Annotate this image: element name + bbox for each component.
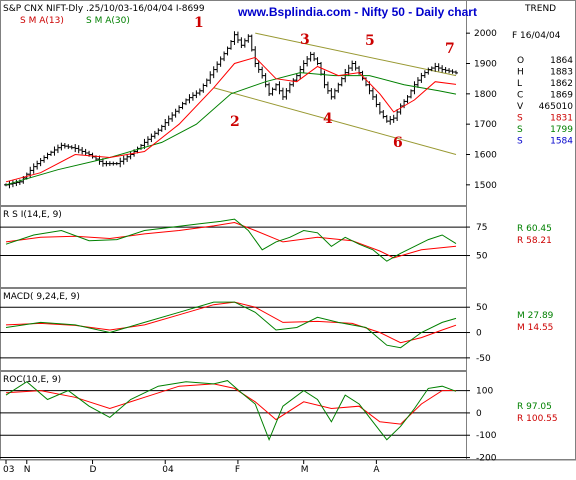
price-tick-label: 1900 [474,60,497,70]
info-key: C [517,91,523,101]
rsi-tick-label: 75 [476,223,487,233]
roc-value-2: R 100.55 [517,414,558,424]
macd-signal-line [5,301,457,344]
channel-lower [213,87,457,155]
info-key: O [517,56,524,66]
roc-signal-line [5,383,457,425]
wave-label-3: 3 [300,32,310,48]
wave-label-6: 6 [393,135,403,151]
rsi-panel-frame [0,206,467,288]
instrument-label: S&P CNX NIFT-Dly .25/10/03-16/04/04 I-86… [3,4,205,14]
roc-tick-label: 0 [476,409,482,419]
macd-tick-label: -50 [476,354,491,364]
x-tick-label: 03 [3,465,14,475]
roc-tick-label: -100 [476,431,497,441]
rsi-value-2: R 58.21 [517,236,552,246]
trend-channel [213,32,457,155]
info-value: 1883 [550,68,573,78]
wave-label-2: 2 [230,114,240,130]
site-title: www.Bsplindia.com - Nifty 50 - Daily cha… [237,5,477,19]
info-value: 1864 [550,56,573,66]
rsi-main-line [5,218,457,262]
x-tick-label: A [373,465,380,475]
x-axis-labels: 03 N D 04 F M A [3,460,380,475]
price-tick-label: 2000 [474,29,497,39]
price-tick-label: 1800 [474,90,497,100]
wave-label-4: 4 [323,111,333,127]
info-value: 1799 [550,125,573,135]
macd-lines: 50 0 -50 [0,301,491,364]
info-key: L [517,79,522,89]
info-key: S [517,137,523,147]
wave-label-7: 7 [445,41,455,57]
x-tick-label: F [235,465,240,475]
info-panel: O 1864 H 1883 L 1862 C 1869 V 465010 S 1831 S 1799 S 15… [517,56,573,147]
info-key: S [517,114,523,124]
price-panel-frame [0,0,467,206]
rsi-signal-line [5,221,457,259]
macd-main-line [5,301,457,349]
macd-tick-label: 0 [476,329,482,339]
roc-label: ROC(10,E, 9) [3,375,61,385]
wave-label-1: 1 [194,15,204,31]
macd-label: MACD( 9,24,E, 9) [3,292,80,302]
price-axis-ticks: 2000 1900 1800 1700 1600 1500 [466,29,497,191]
info-value: 465010 [539,102,574,112]
sma13-legend: S M A(13) [20,16,64,26]
rsi-label: R S I(14,E, 9) [3,210,62,220]
roc-lines: 100 0 -100 -200 [0,380,497,464]
price-tick-label: 1500 [474,181,497,191]
info-value: 1584 [550,137,573,147]
price-tick-label: 1700 [474,120,497,130]
info-value: 1831 [550,114,573,124]
info-value: 1862 [550,79,573,89]
rsi-value-1: R 60.45 [517,224,552,234]
roc-value-1: R 97.05 [517,402,552,412]
x-tick-label: M [301,465,309,475]
info-key: V [517,102,524,112]
roc-panel-frame [0,371,467,460]
rsi-lines: 75 50 [0,218,488,262]
sma13-line [5,56,457,183]
rsi-tick-label: 50 [476,252,488,262]
info-value: 1869 [550,91,573,101]
x-tick-label: D [90,465,97,475]
macd-value-1: M 27.89 [517,311,554,321]
wave-label-5: 5 [365,33,375,49]
x-tick-label: 04 [162,465,174,475]
roc-tick-label: 100 [476,387,493,397]
roc-main-line [5,380,457,442]
price-tick-label: 1600 [474,151,497,161]
trend-label: TREND [524,4,556,14]
roc-tick-label: -200 [476,454,497,464]
price-bars [4,31,458,189]
macd-value-2: M 14.55 [517,323,553,333]
channel-upper [255,32,457,77]
info-key: H [517,68,524,78]
macd-tick-label: 50 [476,303,488,313]
x-tick-label: N [24,465,31,475]
info-key: S [517,125,523,135]
moving-averages [5,56,457,186]
sma30-legend: S M A(30) [86,16,130,26]
info-date: F 16/04/04 [512,31,561,41]
